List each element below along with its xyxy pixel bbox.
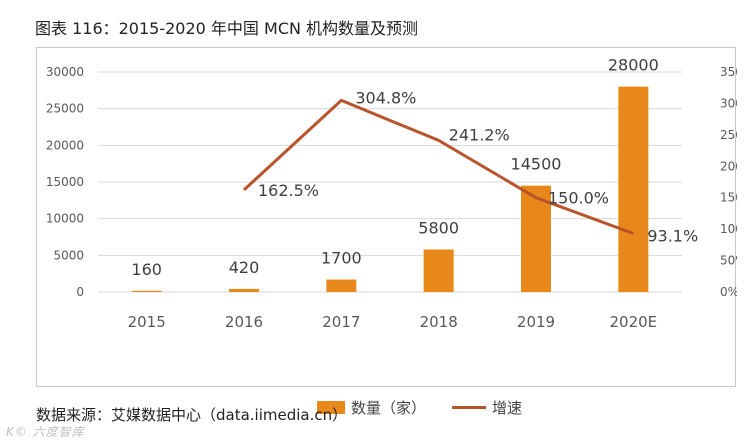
x-tick-label: 2020E <box>610 313 658 331</box>
x-tick-label: 2019 <box>517 313 555 331</box>
y-left-tick-label: 0 <box>76 285 84 299</box>
y-right-tick-label: 100% <box>720 222 737 236</box>
line-data-label: 162.5% <box>258 181 319 200</box>
bar <box>326 279 357 292</box>
legend-item-bar: 数量（家） <box>317 397 426 418</box>
y-left-tick-label: 25000 <box>46 102 84 116</box>
legend-line-swatch <box>452 405 487 409</box>
y-right-tick-label: 50% <box>720 254 737 268</box>
y-left-tick-label: 15000 <box>46 175 84 189</box>
y-left-tick-label: 10000 <box>46 212 84 226</box>
bar-data-label: 5800 <box>418 218 459 237</box>
x-tick-label: 2016 <box>225 313 263 331</box>
line-data-label: 241.2% <box>449 125 510 144</box>
y-right-tick-label: 0% <box>720 285 737 299</box>
bar-data-label: 28000 <box>608 56 659 75</box>
bar <box>423 249 454 292</box>
bar-data-label: 1700 <box>321 249 362 268</box>
watermark: K© 六度智库 <box>6 425 85 439</box>
y-right-tick-label: 200% <box>720 159 737 173</box>
y-right-tick-label: 150% <box>720 191 737 205</box>
legend-item-line: 增速 <box>452 397 522 418</box>
y-right-tick-label: 300% <box>720 96 737 110</box>
growth-line <box>242 98 634 235</box>
chart-plot: 0 5000 10000 15000 20000 25000 30000 0% 50% 100% 1… <box>46 56 737 331</box>
legend-line-label: 增速 <box>492 398 523 417</box>
line-data-label: 93.1% <box>647 226 698 245</box>
y-right-tick-label: 250% <box>720 128 737 142</box>
source-note: 数据来源：艾媒数据中心（data.iimedia.cn） <box>36 406 348 424</box>
x-tick-label: 2018 <box>420 313 458 331</box>
legend-bar-label: 数量（家） <box>351 398 427 417</box>
y-left-tick-label: 30000 <box>46 65 84 79</box>
bar-data-label: 160 <box>131 260 162 279</box>
y-left-tick-label: 5000 <box>53 248 84 262</box>
bar <box>229 288 259 292</box>
x-tick-label: 2017 <box>322 313 360 331</box>
bar <box>618 86 649 292</box>
line-data-label: 150.0% <box>548 189 609 208</box>
legend-bar-swatch <box>317 400 345 414</box>
bar-data-label: 420 <box>229 258 260 277</box>
y-left-tick-label: 20000 <box>46 138 84 152</box>
chart-frame: 0 5000 10000 15000 20000 25000 30000 0% 50% 100% 1… <box>36 47 737 417</box>
bar <box>521 185 551 292</box>
bar-data-label: 14500 <box>511 155 562 174</box>
legend: 数量（家） 增速 <box>317 397 548 417</box>
bar <box>131 290 162 292</box>
y-right-tick-label: 350% <box>720 65 737 79</box>
line-data-label: 304.8% <box>355 88 416 107</box>
figure-title: 图表 116：2015-2020 年中国 MCN 机构数量及预测 <box>35 19 419 38</box>
x-tick-label: 2015 <box>128 313 166 331</box>
